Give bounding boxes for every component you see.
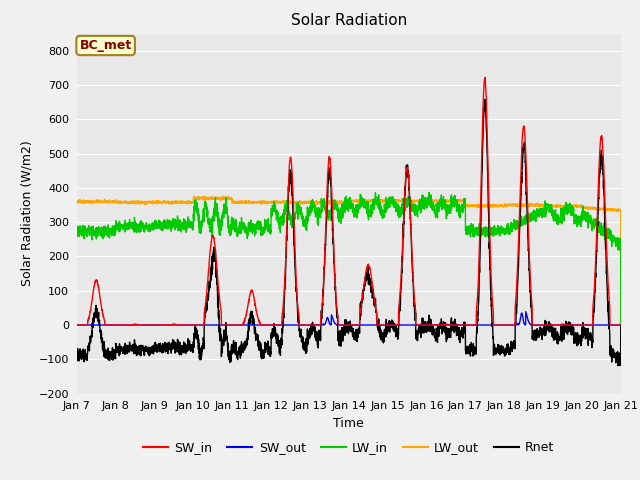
- X-axis label: Time: Time: [333, 417, 364, 430]
- Legend: SW_in, SW_out, LW_in, LW_out, Rnet: SW_in, SW_out, LW_in, LW_out, Rnet: [138, 436, 559, 459]
- Text: BC_met: BC_met: [79, 39, 132, 52]
- Title: Solar Radiation: Solar Radiation: [291, 13, 407, 28]
- Y-axis label: Solar Radiation (W/m2): Solar Radiation (W/m2): [20, 141, 33, 287]
